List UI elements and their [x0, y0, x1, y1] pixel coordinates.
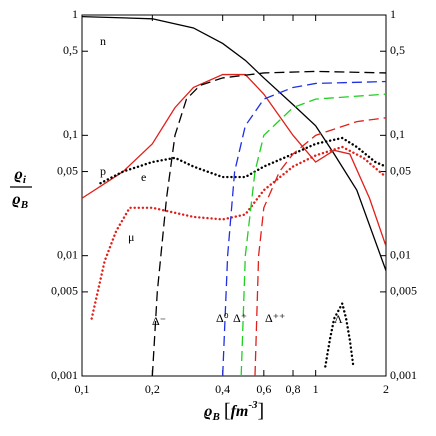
x-tick-label: 0,2: [145, 382, 160, 396]
label-part: [: [224, 400, 231, 422]
label-part: B: [20, 199, 28, 211]
plot-area: [82, 15, 386, 376]
y-tick-label: 0,005: [51, 284, 78, 298]
label-part: -3: [248, 399, 258, 411]
series-label: p: [100, 164, 106, 178]
plot-frame: [81, 14, 387, 377]
y2-tick-label: 0,5: [390, 43, 405, 57]
series-line: [222, 80, 386, 376]
x-tick-label: 0,1: [75, 382, 90, 396]
y-tick-label: 0,01: [57, 247, 78, 261]
series-line: [324, 300, 355, 368]
y2-tick-label: 0,01: [390, 247, 411, 261]
x-axis-label: ϱB [fm-3]: [204, 399, 264, 423]
label-part: ϱ: [204, 403, 213, 420]
label-part: B: [212, 411, 220, 423]
y-tick-label: 0,1: [63, 127, 78, 141]
series-label: μ: [128, 230, 134, 244]
y-tick-label: 0,001: [51, 368, 78, 382]
label-part: i: [23, 174, 27, 186]
series-line: [151, 70, 386, 376]
y-tick-label: 0,5: [63, 43, 78, 57]
y2-tick-label: 0,001: [390, 368, 417, 382]
series-label: Δ⁻: [152, 314, 166, 328]
x-tick-label: 2: [383, 382, 389, 396]
series-label: Δ⁺⁺: [265, 311, 285, 325]
series-line: [254, 117, 386, 376]
label-part: ϱ: [14, 166, 23, 183]
x-tick-label: 1: [313, 382, 319, 396]
series-line: [90, 145, 386, 320]
series-line: [82, 15, 386, 271]
y-tick-label: 1: [72, 7, 78, 21]
x-tick-label: 0,6: [256, 382, 271, 396]
label-part: fm: [231, 403, 249, 420]
series-label: Δ⁰: [216, 311, 229, 325]
y2-tick-label: 1: [390, 7, 396, 21]
y-tick-label: 0,05: [57, 163, 78, 177]
y-axis-label-bottom: ϱB: [12, 191, 28, 211]
series-label: e: [141, 170, 146, 184]
series-label: n: [100, 34, 106, 48]
label-part: ]: [258, 400, 265, 422]
label-part: ϱ: [12, 191, 21, 208]
x-tick-label: 0,4: [215, 382, 230, 396]
series-label: Λ: [334, 312, 343, 326]
y2-tick-label: 0,1: [390, 127, 405, 141]
y-axis-label-top: ϱi: [14, 166, 27, 186]
series-line: [82, 73, 386, 247]
x-tick-label: 0,8: [286, 382, 301, 396]
series-line: [240, 93, 386, 376]
y2-tick-label: 0,05: [390, 163, 411, 177]
series-label: Δ⁺: [233, 311, 247, 325]
y2-tick-label: 0,005: [390, 284, 417, 298]
